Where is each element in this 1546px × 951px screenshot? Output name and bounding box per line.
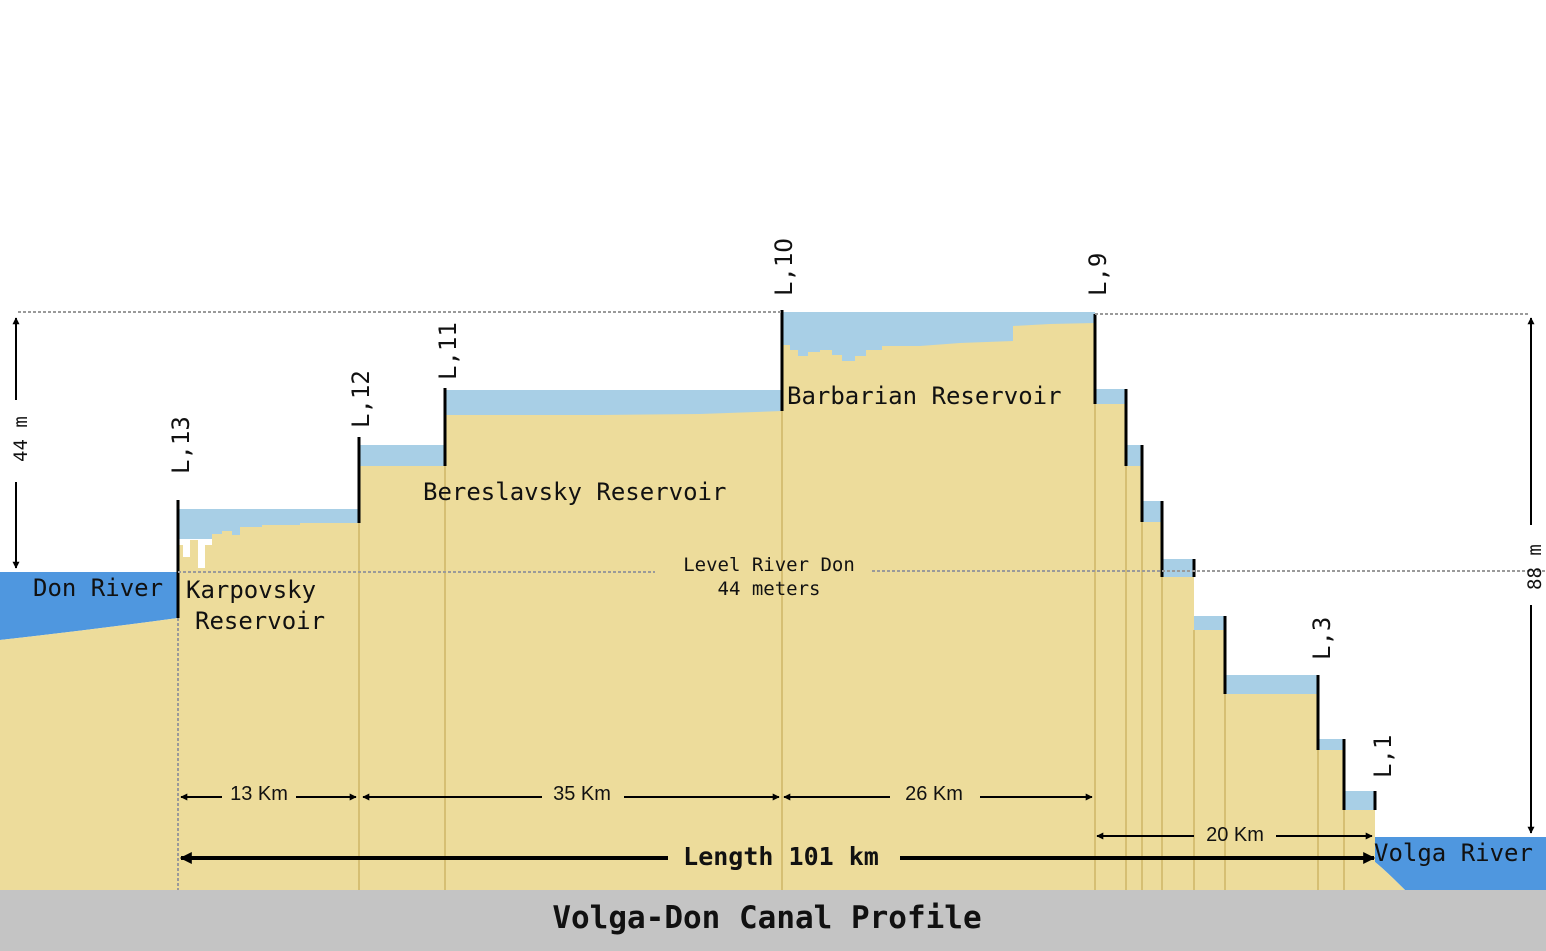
lock-label-l9: L,9 [1084, 253, 1112, 296]
karpovsky-label-line1: Karpovsky [186, 576, 316, 604]
footer-band [0, 890, 1546, 951]
canal-land-profile [178, 323, 1405, 890]
step-water-b [1126, 445, 1142, 470]
volga-river-label: Volga River [1374, 839, 1533, 867]
right-height-label: 88 m [1524, 544, 1546, 590]
distance-arrows [180, 793, 1373, 840]
step-l12-l11-water [359, 445, 445, 470]
left-height-label: 44 m [10, 416, 32, 462]
total-length-label: Length 101 km [683, 842, 879, 871]
lock-label-l11: L,11 [434, 322, 462, 380]
lock-label-l12: L,12 [347, 370, 375, 428]
diagram-title: Volga-Don Canal Profile [552, 900, 981, 936]
bereslavsky-label: Bereslavsky Reservoir [423, 478, 726, 506]
lock-label-l10: L,1O [770, 238, 798, 296]
distance-label-35km: 35 Km [553, 783, 611, 805]
reference-dashed-lines [18, 311, 1546, 890]
lock-label-l3: L,3 [1308, 617, 1336, 660]
don-river-water [0, 572, 178, 640]
don-level-label-line1: Level River Don [683, 554, 855, 576]
volga-river-water [1375, 837, 1546, 890]
don-level-label-line2: 44 meters [718, 578, 821, 600]
don-river-label: Don River [33, 574, 163, 602]
barbarian-label: Barbarian Reservoir [787, 382, 1062, 410]
step-water-h [1344, 791, 1375, 813]
lock-label-l1: L,1 [1369, 735, 1397, 778]
lock-walls [176, 310, 1377, 810]
distance-label-13km: 13 Km [230, 783, 288, 805]
distance-label-26km: 26 Km [905, 783, 963, 805]
don-river-bank [0, 618, 178, 890]
lock-label-l13: L,13 [167, 416, 195, 474]
distance-label-20km: 20 Km [1206, 824, 1264, 846]
karpovsky-label-line2: Reservoir [195, 607, 325, 635]
step-water-c [1142, 501, 1162, 526]
